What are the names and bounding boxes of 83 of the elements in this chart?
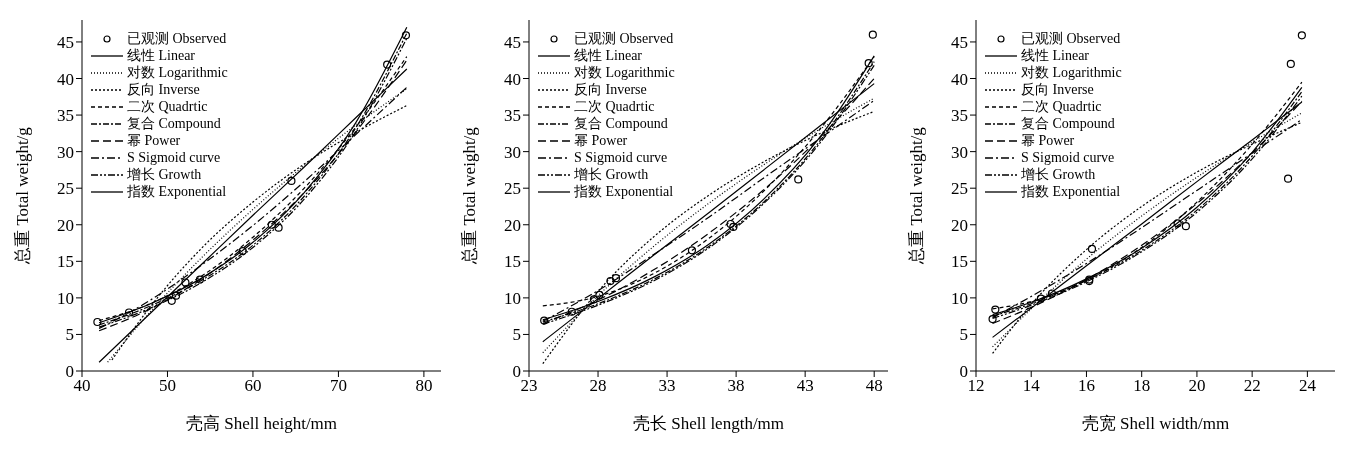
legend-label: 线性 Linear bbox=[127, 47, 196, 64]
x-tick-label: 70 bbox=[329, 376, 347, 396]
legend-label: 幂 Power bbox=[127, 132, 181, 149]
x-axis-title: 壳长 Shell length/mm bbox=[632, 414, 785, 433]
legend-label: 反向 Inverse bbox=[127, 81, 200, 98]
legend-label: 增长 Growth bbox=[574, 166, 649, 183]
x-tick-label: 60 bbox=[244, 376, 262, 396]
legend-label: 线性 Linear bbox=[574, 47, 643, 64]
x-tick-label: 28 bbox=[589, 376, 607, 396]
x-tick-label: 50 bbox=[158, 376, 176, 396]
y-axis-title: 总重 Total weight/g bbox=[907, 126, 927, 265]
x-tick-label: 24 bbox=[1298, 376, 1317, 396]
y-tick-label: 35 bbox=[57, 106, 74, 126]
y-tick-label: 40 bbox=[57, 69, 74, 89]
legend-label: 反向 Inverse bbox=[574, 81, 647, 98]
legend-label: 幂 Power bbox=[1021, 132, 1075, 149]
y-tick-label: 25 bbox=[951, 179, 968, 199]
legend-label: 对数 Logarithmic bbox=[1021, 64, 1122, 81]
legend-label: 复合 Compound bbox=[127, 115, 221, 132]
y-tick-label: 40 bbox=[951, 69, 968, 89]
y-axis-title: 总重 Total weight/g bbox=[13, 126, 33, 265]
legend-label: 增长 Growth bbox=[127, 166, 202, 183]
y-tick-label: 30 bbox=[57, 142, 74, 162]
legend-label: 二次 Quadrtic bbox=[127, 98, 208, 115]
y-tick-label: 30 bbox=[951, 142, 968, 162]
y-tick-label: 45 bbox=[504, 32, 521, 52]
y-tick-label: 0 bbox=[512, 362, 521, 382]
y-tick-label: 20 bbox=[951, 215, 968, 235]
y-tick-label: 5 bbox=[65, 325, 74, 345]
legend-label: 对数 Logarithmic bbox=[574, 64, 675, 81]
legend-label: 线性 Linear bbox=[1021, 47, 1090, 64]
y-tick-label: 25 bbox=[504, 179, 521, 199]
legend-label: 复合 Compound bbox=[1021, 115, 1115, 132]
y-tick-label: 40 bbox=[504, 69, 521, 89]
legend-label: 指数 Exponential bbox=[1021, 183, 1121, 200]
legend-label: 已观测 Observed bbox=[127, 30, 227, 47]
y-tick-label: 0 bbox=[959, 362, 968, 382]
y-axis-title: 总重 Total weight/g bbox=[460, 126, 480, 265]
x-axis-title: 壳宽 Shell width/mm bbox=[1081, 414, 1230, 433]
x-tick-label: 14 bbox=[1022, 376, 1041, 396]
legend-label: 已观测 Observed bbox=[1021, 30, 1121, 47]
legend-label: 幂 Power bbox=[574, 132, 628, 149]
y-tick-label: 20 bbox=[57, 215, 74, 235]
y-tick-label: 5 bbox=[959, 325, 968, 345]
y-tick-label: 15 bbox=[57, 252, 74, 272]
legend-label: 已观测 Observed bbox=[574, 30, 674, 47]
x-tick-label: 33 bbox=[658, 376, 676, 396]
legend-label: S Sigmoid curve bbox=[127, 149, 221, 166]
x-tick-label: 16 bbox=[1077, 376, 1095, 396]
legend-label: 二次 Quadrtic bbox=[1021, 98, 1102, 115]
y-tick-label: 25 bbox=[57, 179, 74, 199]
y-tick-label: 35 bbox=[504, 106, 521, 126]
x-tick-label: 38 bbox=[727, 376, 745, 396]
x-tick-label: 80 bbox=[415, 376, 433, 396]
x-axis-title: 壳高 Shell height/mm bbox=[185, 414, 338, 433]
y-tick-label: 10 bbox=[504, 288, 521, 308]
x-tick-label: 18 bbox=[1133, 376, 1151, 396]
x-tick-label: 43 bbox=[796, 376, 814, 396]
legend-label: 复合 Compound bbox=[574, 115, 668, 132]
x-tick-label: 23 bbox=[520, 376, 538, 396]
y-tick-label: 15 bbox=[951, 252, 968, 272]
legend-label: 指数 Exponential bbox=[574, 183, 674, 200]
legend-label: S Sigmoid curve bbox=[574, 149, 668, 166]
legend-label: 对数 Logarithmic bbox=[127, 64, 228, 81]
x-tick-label: 12 bbox=[967, 376, 985, 396]
legend-label: 二次 Quadrtic bbox=[574, 98, 655, 115]
y-tick-label: 15 bbox=[504, 252, 521, 272]
legend-label: 增长 Growth bbox=[1021, 166, 1096, 183]
y-tick-label: 30 bbox=[504, 142, 521, 162]
x-tick-label: 48 bbox=[865, 376, 883, 396]
y-tick-label: 20 bbox=[504, 215, 521, 235]
legend-label: S Sigmoid curve bbox=[1021, 149, 1115, 166]
x-tick-label: 22 bbox=[1243, 376, 1261, 396]
y-tick-label: 10 bbox=[57, 288, 74, 308]
legend-label: 反向 Inverse bbox=[1021, 81, 1094, 98]
y-tick-label: 45 bbox=[57, 32, 74, 52]
y-tick-label: 0 bbox=[65, 362, 74, 382]
legend-label: 指数 Exponential bbox=[127, 183, 227, 200]
y-tick-label: 45 bbox=[951, 32, 968, 52]
x-tick-label: 20 bbox=[1188, 376, 1206, 396]
y-tick-label: 35 bbox=[951, 106, 968, 126]
y-tick-label: 10 bbox=[951, 288, 968, 308]
y-tick-label: 5 bbox=[512, 325, 521, 345]
